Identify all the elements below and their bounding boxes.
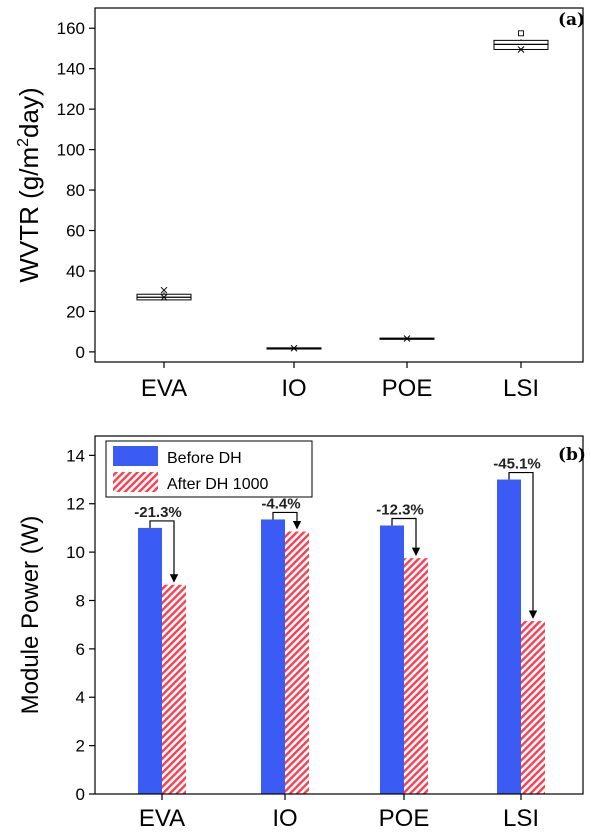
x-tick-label: LSI xyxy=(503,375,539,402)
panel-b-label: (b) xyxy=(558,445,586,465)
change-arrow xyxy=(149,520,179,583)
y-tick-label: 40 xyxy=(66,262,85,281)
box-lsi xyxy=(493,30,549,53)
panel-b-bars xyxy=(138,479,545,794)
panel-b-plot-area xyxy=(94,435,584,795)
change-label: -21.3% xyxy=(134,504,182,521)
box-mean-marker xyxy=(290,344,298,352)
y-tick-label: 12 xyxy=(66,495,85,514)
y-tick-label: 8 xyxy=(76,591,85,610)
panel-b-y-axis: 0 2 4 6 8 10 12 14 xyxy=(66,446,95,804)
y-tick-label: 60 xyxy=(66,222,85,241)
legend-label-before-dh: Before DH xyxy=(167,450,242,467)
y-tick-label: 140 xyxy=(57,60,85,79)
panel-b: -21.3% -4.4% -12.3% -45.1% 0 2 4 6 8 10 12 14 EVA I… xyxy=(17,435,586,832)
box-io xyxy=(266,344,322,352)
x-tick-label: EVA xyxy=(141,375,187,402)
bar-after-dh-io xyxy=(285,531,309,794)
panel-a-x-axis: EVA IO POE LSI xyxy=(141,362,539,402)
box-mean-marker xyxy=(403,335,411,342)
y-tick-label: 6 xyxy=(76,640,85,659)
x-tick-label: IO xyxy=(281,375,306,402)
change-arrow xyxy=(272,511,302,530)
box-mean-marker xyxy=(517,46,525,53)
legend-label-after-dh: After DH 1000 xyxy=(167,476,268,493)
panel-a-y-axis: 0 20 40 60 80 100 120 140 160 xyxy=(57,19,95,362)
y-tick-label: 2 xyxy=(76,737,85,756)
panel-b-x-axis: EVA IO POE LSI xyxy=(139,794,539,832)
change-label: -4.4% xyxy=(261,495,300,512)
y-tick-label: 4 xyxy=(76,688,85,707)
y-tick-label: 100 xyxy=(57,141,85,160)
panel-a-plot-area xyxy=(94,7,584,363)
panel-a-y-axis-title-tail: day) xyxy=(14,87,44,138)
box-eva xyxy=(136,286,192,301)
box-outlier xyxy=(160,286,168,294)
panel-b-annotations: -21.3% -4.4% -12.3% -45.1% xyxy=(134,456,541,619)
bar-before-dh-eva xyxy=(138,527,162,794)
y-tick-label: 14 xyxy=(66,446,85,465)
y-tick-label: 160 xyxy=(57,19,85,38)
box-outlier xyxy=(518,30,524,37)
bar-after-dh-poe xyxy=(404,558,428,794)
x-tick-label: POE xyxy=(379,805,430,832)
bar-before-dh-poe xyxy=(380,525,404,794)
panel-a-y-axis-title: WVTR (g/m2day) xyxy=(14,87,44,282)
x-tick-label: POE xyxy=(382,375,433,402)
panel-a-y-axis-title-main: WVTR (g/m xyxy=(14,147,44,283)
y-tick-label: 0 xyxy=(76,343,85,362)
y-tick-label: 80 xyxy=(66,181,85,200)
box-mean-marker xyxy=(160,293,168,301)
legend-swatch-before-dh xyxy=(113,446,158,466)
x-tick-label: IO xyxy=(272,805,297,832)
legend-swatch-after-dh xyxy=(113,472,158,492)
box-poe xyxy=(379,335,435,342)
panel-b-y-axis-title: Module Power (W) xyxy=(17,516,44,715)
panel-a-y-axis-title-superscript: 2 xyxy=(15,138,32,147)
y-tick-label: 0 xyxy=(76,785,85,804)
change-label: -12.3% xyxy=(376,502,424,519)
panel-a-boxes xyxy=(136,30,549,352)
legend: Before DH After DH 1000 xyxy=(105,440,313,498)
bar-after-dh-eva xyxy=(162,584,186,794)
y-tick-label: 20 xyxy=(66,302,85,321)
x-tick-label: EVA xyxy=(139,805,185,832)
panel-a: 0 20 40 60 80 100 120 140 160 EVA IO POE LSI (a) WV… xyxy=(14,7,585,402)
change-arrow xyxy=(391,517,421,556)
x-tick-label: LSI xyxy=(503,805,539,832)
y-tick-label: 120 xyxy=(57,100,85,119)
panel-a-label: (a) xyxy=(558,10,585,30)
change-arrow xyxy=(508,471,538,619)
y-tick-label: 10 xyxy=(66,543,85,562)
bar-after-dh-lsi xyxy=(521,621,545,794)
change-label: -45.1% xyxy=(493,456,541,473)
bar-before-dh-lsi xyxy=(497,479,521,794)
bar-before-dh-io xyxy=(261,519,285,794)
